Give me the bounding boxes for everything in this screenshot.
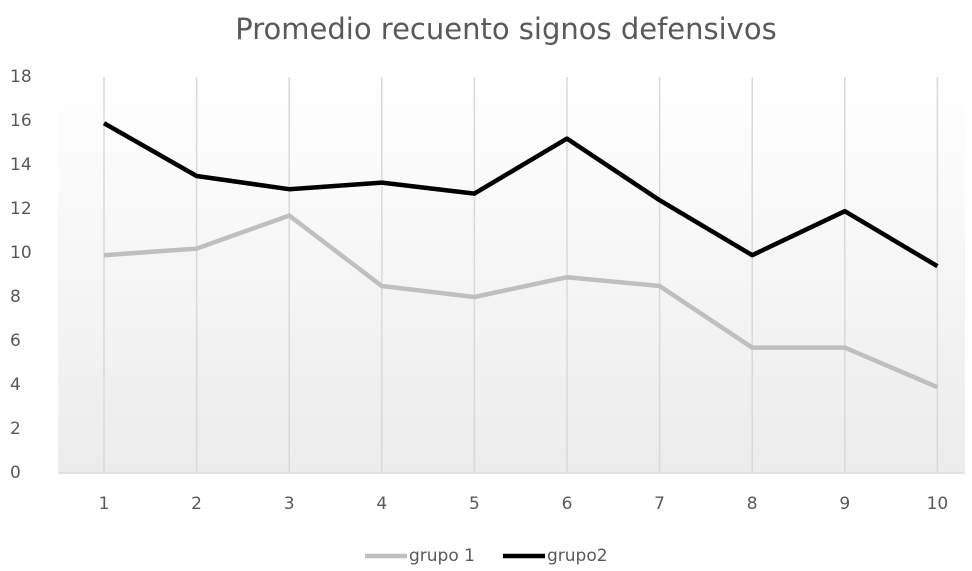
series-line	[103, 213, 939, 390]
x-tick-label: 5	[469, 494, 480, 514]
x-tick-label: 9	[839, 494, 850, 514]
legend-label: grupo2	[547, 546, 608, 566]
y-tick-label: 0	[10, 463, 21, 483]
chart-title: Promedio recuento signos defensivos	[235, 12, 776, 46]
x-tick-label: 3	[284, 494, 295, 514]
legend-label: grupo 1	[409, 546, 475, 566]
y-tick-label: 2	[10, 419, 21, 439]
y-tick-label: 6	[10, 331, 21, 351]
series-line	[102, 121, 939, 269]
x-tick-label: 6	[562, 494, 573, 514]
x-tick-label: 2	[191, 494, 202, 514]
x-tick-label: 7	[654, 494, 665, 514]
x-tick-label: 8	[747, 494, 758, 514]
x-tick-label: 10	[927, 494, 949, 514]
y-tick-label: 18	[10, 67, 32, 87]
x-tick-label: 1	[99, 494, 110, 514]
x-tick-label: 4	[376, 494, 387, 514]
y-tick-label: 14	[10, 155, 32, 175]
y-tick-label: 8	[10, 287, 21, 307]
y-tick-label: 12	[10, 199, 32, 219]
plot-area	[58, 77, 965, 473]
y-tick-label: 10	[10, 243, 32, 263]
y-tick-label: 16	[10, 111, 32, 131]
y-tick-label: 4	[10, 375, 21, 395]
